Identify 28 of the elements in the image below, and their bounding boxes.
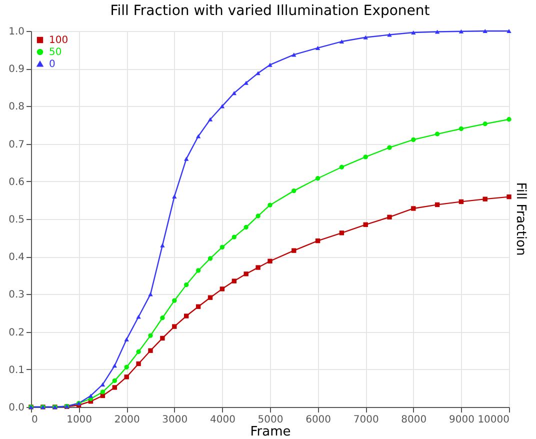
x-tick-label: 3000: [162, 414, 188, 426]
legend-label: 50: [49, 47, 62, 58]
y-tick-label: 0.8: [8, 102, 24, 113]
y-tick-label: 0.2: [8, 327, 24, 338]
x-tick-label: 1000: [66, 414, 92, 426]
y-tick-label: 0.9: [8, 64, 24, 76]
x-tick-label: 9000: [448, 414, 474, 426]
legend-label: 0: [49, 59, 56, 70]
x-tick-label: 0: [32, 414, 38, 426]
y-tick-label: 0.3: [8, 290, 24, 301]
y-tick-label: 0.7: [8, 139, 24, 150]
x-tick-label: 7000: [353, 414, 379, 426]
y-axis-title: Fill Fraction: [513, 182, 528, 256]
x-axis-title: Frame: [250, 424, 291, 439]
x-tick-label: 4000: [210, 414, 236, 426]
y-tick-label: 1.0: [8, 26, 24, 38]
x-tick-label: 2000: [114, 414, 140, 426]
legend-label: 100: [49, 35, 68, 46]
y-tick-label: 0.6: [8, 176, 24, 188]
x-tick-label: 6000: [306, 414, 332, 426]
x-tick-label: 10000: [478, 414, 510, 426]
y-tick-label: 0.1: [8, 364, 24, 376]
x-tick-label: 5000: [258, 414, 284, 426]
y-tick-label: 0.5: [8, 214, 24, 226]
chart-title: Fill Fraction with varied Illumination Exponent: [110, 3, 430, 19]
y-tick-label: 0.0: [8, 402, 24, 414]
y-tick-label: 0.4: [8, 252, 24, 264]
x-tick-label: 8000: [401, 414, 427, 426]
